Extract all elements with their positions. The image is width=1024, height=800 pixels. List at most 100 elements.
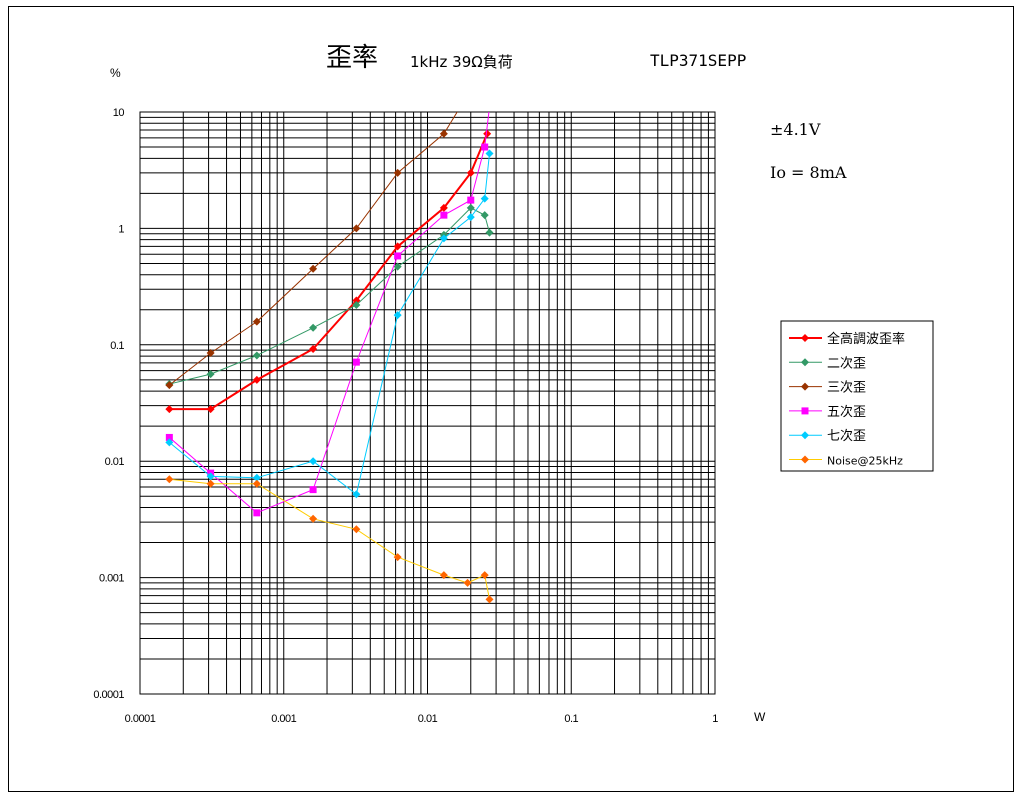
data-point [464,91,472,99]
legend-label: 三次歪 [827,380,866,396]
data-point [252,317,261,326]
y-tick-label: 0.1 [110,340,124,352]
legend-item: 七次歪 [789,428,866,444]
x-tick-label: 0.01 [418,713,438,725]
data-point [206,349,215,358]
data-point [393,553,402,562]
data-point [466,203,475,212]
plot-grid [139,112,715,695]
data-point [467,196,475,204]
chart-title: 歪率 [326,43,378,73]
data-point [252,473,261,482]
data-point [352,300,361,309]
data-point [309,514,318,523]
chart-frame [8,6,1014,792]
series-line [169,112,458,386]
y-tick-label: 10 [113,107,125,119]
data-point [801,334,809,342]
data-point [165,405,174,414]
series-6 [165,475,494,604]
data-point [253,509,261,517]
y-tick-label: 1 [118,223,124,235]
data-point [485,149,494,158]
legend-item: 三次歪 [789,380,866,396]
series-line [169,112,490,514]
data-point [309,486,317,494]
series-line [169,207,490,385]
legend-label: 七次歪 [827,428,866,444]
data-point [393,262,402,271]
data-point [466,168,475,177]
data-point [485,595,494,604]
series-5 [165,149,494,499]
data-point [801,455,809,464]
series-2 [165,203,494,389]
legend-label: 五次歪 [827,404,866,420]
legend-label: 二次歪 [827,355,866,371]
data-point [480,571,489,580]
data-point [439,129,448,138]
model-label: TLP371SEPP [650,51,746,70]
supply-voltage-annotation: ±4.1V [770,120,821,139]
data-point [480,194,489,203]
y-tick-label: 0.0001 [93,689,124,701]
data-point [165,438,174,447]
x-tick-label: 1 [712,713,718,725]
legend-box [780,320,934,472]
data-point [440,211,448,219]
data-point [206,370,215,379]
y-tick-label: 0.001 [99,573,124,585]
data-point [439,234,448,243]
data-point [801,431,809,440]
data-point [252,479,261,488]
data-point [393,168,402,177]
legend-item: 五次歪 [789,404,866,420]
bias-current-annotation: Io = 8mA [770,163,847,182]
legend-item: Noise@25kHz [789,455,903,468]
data-point [394,252,402,260]
legend-label: 全高調波歪率 [827,331,905,347]
series-3 [165,91,472,390]
data-point [463,578,472,587]
data-point [206,472,215,481]
x-tick-label: 0.1 [564,713,578,725]
y-axis-unit: % [110,66,121,80]
data-point [481,143,489,151]
data-point [352,358,360,366]
data-point [393,311,402,320]
data-point [439,203,448,212]
legend-item: 二次歪 [789,355,866,371]
series-line [169,133,489,411]
data-point [483,129,492,138]
data-point [485,228,494,237]
data-point [439,571,448,580]
data-point [252,375,261,384]
data-point [466,213,475,222]
chart-subtitle: 1kHz 39Ω負荷 [410,53,513,71]
x-axis-unit: W [754,710,766,724]
data-point [309,457,318,466]
data-point [352,224,361,233]
series-layer [165,91,494,604]
data-point [206,479,215,488]
data-point [309,323,318,332]
series-line [169,153,491,496]
series-line [169,478,490,600]
legend-label: Noise@25kHz [827,455,903,468]
data-point [252,351,261,360]
data-point [309,345,318,354]
y-tick-label: 0.01 [105,456,125,468]
series-1 [165,129,492,414]
data-point [801,407,809,415]
data-point [165,381,174,390]
data-point [206,405,215,414]
data-point [165,475,174,484]
legend-item: 全高調波歪率 [789,331,905,347]
data-point [393,242,402,251]
data-point [165,433,173,441]
data-point [486,104,493,111]
plot-area [139,111,716,695]
x-tick-label: 0.001 [271,713,296,725]
